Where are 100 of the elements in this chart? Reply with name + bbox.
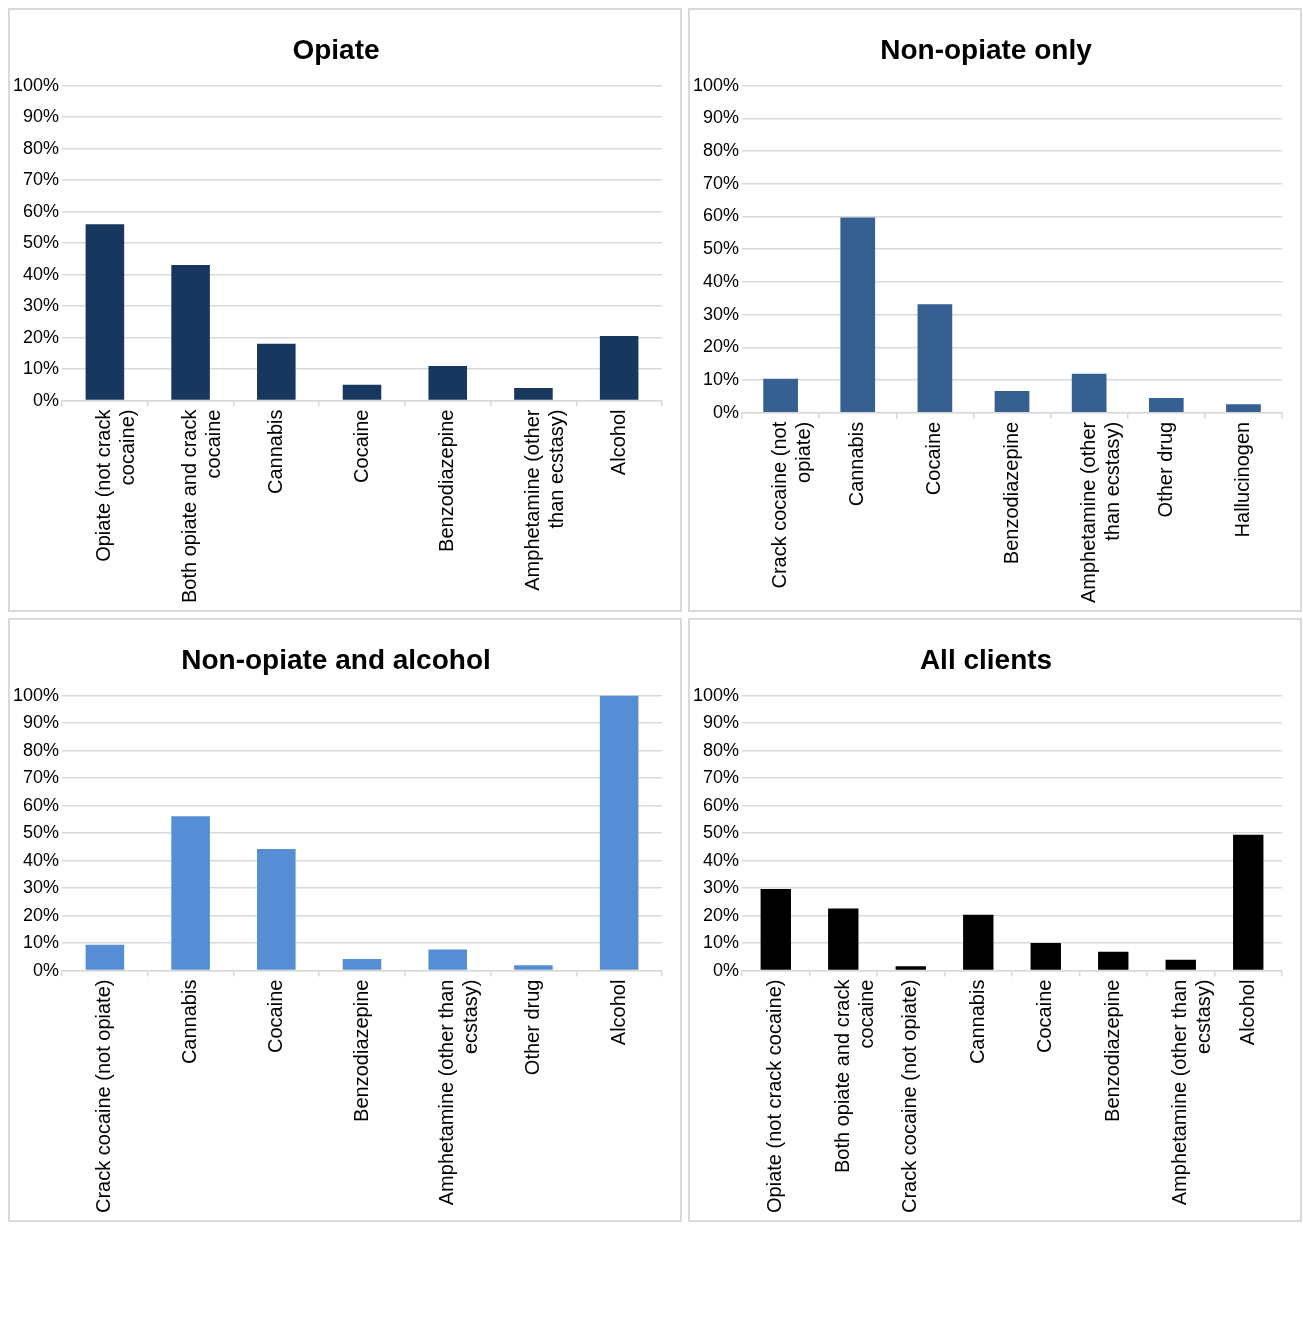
bar: [171, 816, 210, 970]
y-tick-label: 60%: [23, 794, 60, 815]
y-tick-label: 100%: [692, 684, 740, 705]
y-tick-label: 90%: [703, 107, 740, 128]
bar: [514, 965, 553, 970]
bar: [994, 390, 1030, 413]
y-tick-label: 90%: [23, 106, 60, 127]
y-tick-label: 70%: [23, 767, 60, 788]
y-tick-label: 60%: [23, 200, 60, 221]
x-tick-label: Benzodiazepine: [1100, 979, 1123, 1122]
bar: [828, 908, 859, 970]
bar: [257, 343, 296, 400]
y-tick-label: 80%: [703, 739, 740, 760]
y-tick-label: 50%: [703, 822, 740, 843]
y-tick-label: 30%: [23, 877, 60, 898]
y-tick-label: 90%: [703, 712, 740, 733]
bar: [917, 304, 953, 413]
chart-title: Non-opiate only: [880, 33, 1093, 65]
y-tick-label: 80%: [703, 140, 740, 161]
bar: [1030, 943, 1061, 970]
y-tick-label: 40%: [23, 263, 60, 284]
x-tick-label: Amphetamine (other than ecstasy): [435, 979, 482, 1206]
y-tick-label: 30%: [703, 877, 740, 898]
y-tick-label: 40%: [23, 849, 60, 870]
chart-title: Non-opiate and alcohol: [181, 643, 491, 675]
bar: [342, 384, 382, 400]
x-tick-label: Amphetamine (other than ecstasy): [1168, 979, 1215, 1206]
x-tick-label: Benzodiazepine: [349, 979, 372, 1122]
x-tick-label: Cocaine: [922, 421, 945, 496]
x-tick-label: Amphetamine (other than ecstasy): [1076, 421, 1123, 603]
bar: [840, 217, 876, 413]
bar: [1233, 834, 1264, 970]
y-tick-label: 50%: [703, 238, 740, 259]
bar: [1226, 404, 1261, 413]
y-tick-label: 70%: [703, 172, 740, 193]
x-tick-label: Benzodiazepine: [999, 421, 1022, 565]
x-tick-label: Alcohol: [606, 409, 629, 476]
bar: [85, 944, 125, 970]
x-tick-label: Other drug: [1153, 421, 1176, 518]
y-tick-label: 10%: [703, 369, 740, 390]
bar: [171, 265, 210, 400]
x-tick-label: Alcohol: [1235, 979, 1258, 1046]
bar: [599, 335, 639, 400]
bar: [963, 914, 994, 970]
y-tick-label: 10%: [703, 932, 740, 953]
bar: [1148, 398, 1184, 413]
y-tick-label: 80%: [23, 739, 60, 760]
y-tick-label: 10%: [23, 932, 60, 953]
bar: [1098, 951, 1129, 970]
x-tick-label: Cocaine: [263, 979, 286, 1053]
y-tick-label: 10%: [23, 358, 60, 379]
bar: [763, 378, 798, 413]
x-tick-label: Benzodiazepine: [435, 409, 458, 552]
y-tick-label: 20%: [703, 336, 740, 357]
y-tick-label: 30%: [23, 295, 60, 316]
bar: [257, 849, 296, 970]
x-tick-label: Cannabis: [178, 979, 201, 1065]
y-tick-label: 70%: [23, 169, 60, 190]
y-tick-label: 90%: [23, 712, 60, 733]
bar: [342, 959, 382, 970]
bar: [1165, 959, 1196, 970]
x-tick-label: Opiate (not crack cocaine): [763, 979, 786, 1213]
chart-title: Opiate: [292, 33, 380, 65]
x-tick-label: Both opiate and crack cocaine: [830, 978, 877, 1174]
y-tick-label: 0%: [713, 401, 740, 422]
x-tick-label: Crack cocaine (not opiate): [898, 979, 921, 1214]
y-tick-label: 20%: [23, 904, 60, 925]
x-tick-label: Cocaine: [349, 409, 372, 483]
x-tick-label: Opiate (not crack cocaine): [92, 408, 139, 562]
x-tick-label: Amphetamine (other than ecstasy): [520, 409, 567, 591]
y-tick-label: 60%: [703, 794, 740, 815]
y-tick-label: 0%: [713, 959, 740, 980]
x-tick-label: Other drug: [520, 979, 543, 1076]
bar: [428, 365, 468, 400]
bar: [428, 949, 468, 970]
x-tick-label: Crack cocaine (not opiate): [92, 979, 115, 1214]
y-tick-label: 20%: [703, 904, 740, 925]
y-tick-label: 100%: [692, 74, 740, 95]
bar: [1071, 373, 1107, 413]
bar: [760, 888, 791, 970]
x-tick-label: Alcohol: [606, 979, 629, 1046]
y-tick-label: 40%: [703, 270, 740, 291]
bar: [599, 695, 639, 970]
y-tick-label: 100%: [12, 684, 60, 705]
y-tick-label: 60%: [703, 205, 740, 226]
y-tick-label: 40%: [703, 849, 740, 870]
y-tick-label: 80%: [23, 137, 60, 158]
bar: [85, 224, 125, 400]
x-tick-label: Cannabis: [845, 421, 868, 507]
y-tick-label: 70%: [703, 767, 740, 788]
bar: [514, 387, 553, 400]
y-tick-label: 20%: [23, 326, 60, 347]
x-tick-label: Hallucinogen: [1230, 421, 1253, 538]
y-tick-label: 0%: [33, 389, 60, 410]
chart-title: All clients: [919, 643, 1053, 675]
y-tick-label: 100%: [12, 74, 60, 95]
y-tick-label: 30%: [703, 303, 740, 324]
y-tick-label: 50%: [23, 822, 60, 843]
x-tick-label: Crack cocaine (not opiate): [768, 421, 815, 589]
bar: [895, 966, 926, 970]
